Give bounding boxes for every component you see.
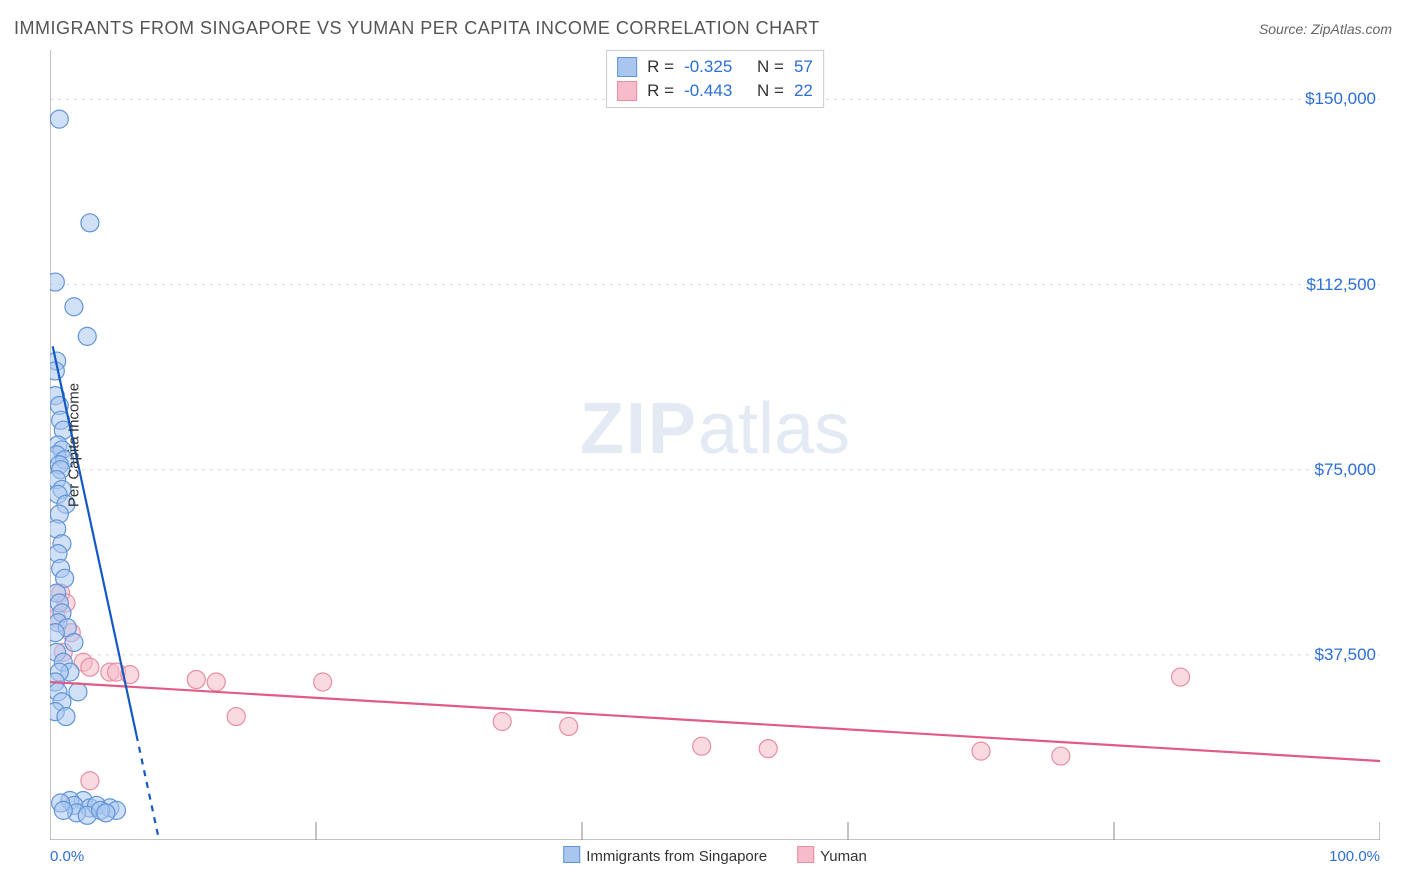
source-name: ZipAtlas.com: [1311, 21, 1392, 37]
x-axis-max-label: 100.0%: [1329, 848, 1380, 865]
y-tick-label: $37,500: [1315, 645, 1384, 665]
chart-header: IMMIGRANTS FROM SINGAPORE VS YUMAN PER C…: [14, 18, 1392, 39]
y-axis-label: Per Capita Income: [66, 383, 83, 507]
y-tick-label: $150,000: [1305, 89, 1384, 109]
stats-R-a: -0.325: [684, 55, 732, 79]
legend-label-b: Yuman: [820, 848, 867, 865]
legend-item-a: Immigrants from Singapore: [563, 846, 767, 865]
legend-item-b: Yuman: [797, 846, 867, 865]
stats-R-label-b: R =: [647, 79, 674, 103]
stats-row-a: R = -0.325 N = 57: [617, 55, 813, 79]
legend-bottom: Immigrants from Singapore Yuman: [563, 846, 867, 865]
stats-N-label: N =: [757, 55, 784, 79]
legend-swatch-a: [563, 846, 580, 863]
plot-area: Per Capita Income ZIPatlas $37,500$75,00…: [50, 50, 1380, 840]
x-axis-min-label: 0.0%: [50, 848, 84, 865]
stats-N-a: 57: [794, 55, 813, 79]
legend-swatch-b: [797, 846, 814, 863]
stats-row-b: R = -0.443 N = 22: [617, 79, 813, 103]
swatch-series-a: [617, 57, 637, 77]
stats-R-label: R =: [647, 55, 674, 79]
chart-title: IMMIGRANTS FROM SINGAPORE VS YUMAN PER C…: [14, 18, 820, 39]
stats-N-b: 22: [794, 79, 813, 103]
stats-N-label-b: N =: [757, 79, 784, 103]
stats-R-b: -0.443: [684, 79, 732, 103]
source-prefix: Source:: [1259, 21, 1311, 37]
stats-legend-box: R = -0.325 N = 57 R = -0.443 N = 22: [606, 50, 824, 108]
swatch-series-b: [617, 81, 637, 101]
source-credit: Source: ZipAtlas.com: [1259, 21, 1392, 37]
scatter-chart-svg: [50, 50, 1380, 840]
y-tick-label: $112,500: [1306, 275, 1384, 295]
legend-label-a: Immigrants from Singapore: [586, 848, 767, 865]
y-tick-label: $75,000: [1315, 460, 1384, 480]
